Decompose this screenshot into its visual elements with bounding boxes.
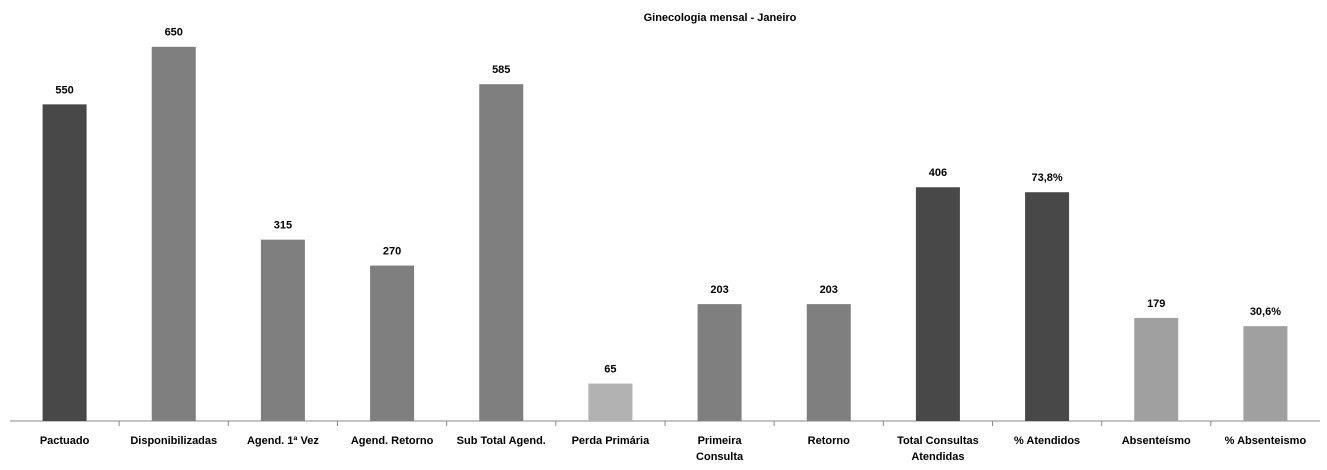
chart-title: Ginecologia mensal - Janeiro	[644, 12, 797, 24]
data-label: 30,6%	[1250, 306, 1281, 318]
bar	[1243, 326, 1288, 421]
bar	[915, 187, 960, 421]
x-tick-label: Agend. 1ª Vez	[247, 435, 319, 447]
data-label: 270	[383, 245, 401, 257]
x-tick-label: Sub Total Agend.	[457, 435, 546, 447]
x-tick-label: Agend. Retorno	[351, 435, 434, 447]
bar	[588, 383, 633, 421]
bar	[151, 46, 196, 422]
data-label: 650	[165, 27, 183, 39]
bar	[1025, 192, 1070, 421]
bar	[260, 239, 305, 421]
data-label: 203	[710, 284, 728, 296]
x-tick-label: % Atendidos	[1014, 435, 1080, 447]
data-label: 550	[55, 84, 73, 96]
bar	[1134, 317, 1179, 421]
x-tick-label: Total Consultas Atendidas	[897, 435, 979, 463]
x-tick-label: Disponibilizadas	[130, 435, 217, 447]
bar	[479, 84, 524, 421]
bar	[42, 104, 87, 421]
x-tick-label: Pactuado	[40, 435, 90, 447]
data-label: 65	[604, 363, 616, 375]
x-tick-label: % Absenteismo	[1225, 435, 1307, 447]
bar	[806, 304, 851, 421]
data-label: 73,8%	[1031, 172, 1062, 184]
x-tick-label: Primeira Consulta	[696, 435, 744, 463]
x-tick-label: Absenteísmo	[1122, 435, 1191, 447]
data-label: 315	[274, 220, 292, 232]
bar	[697, 304, 742, 421]
data-label: 585	[492, 64, 510, 76]
x-tick-label: Perda Primária	[572, 435, 651, 447]
data-label: 179	[1147, 298, 1165, 310]
x-tick-label: Retorno	[808, 435, 850, 447]
bar	[370, 265, 415, 421]
data-label: 406	[929, 167, 947, 179]
data-label: 203	[820, 284, 838, 296]
